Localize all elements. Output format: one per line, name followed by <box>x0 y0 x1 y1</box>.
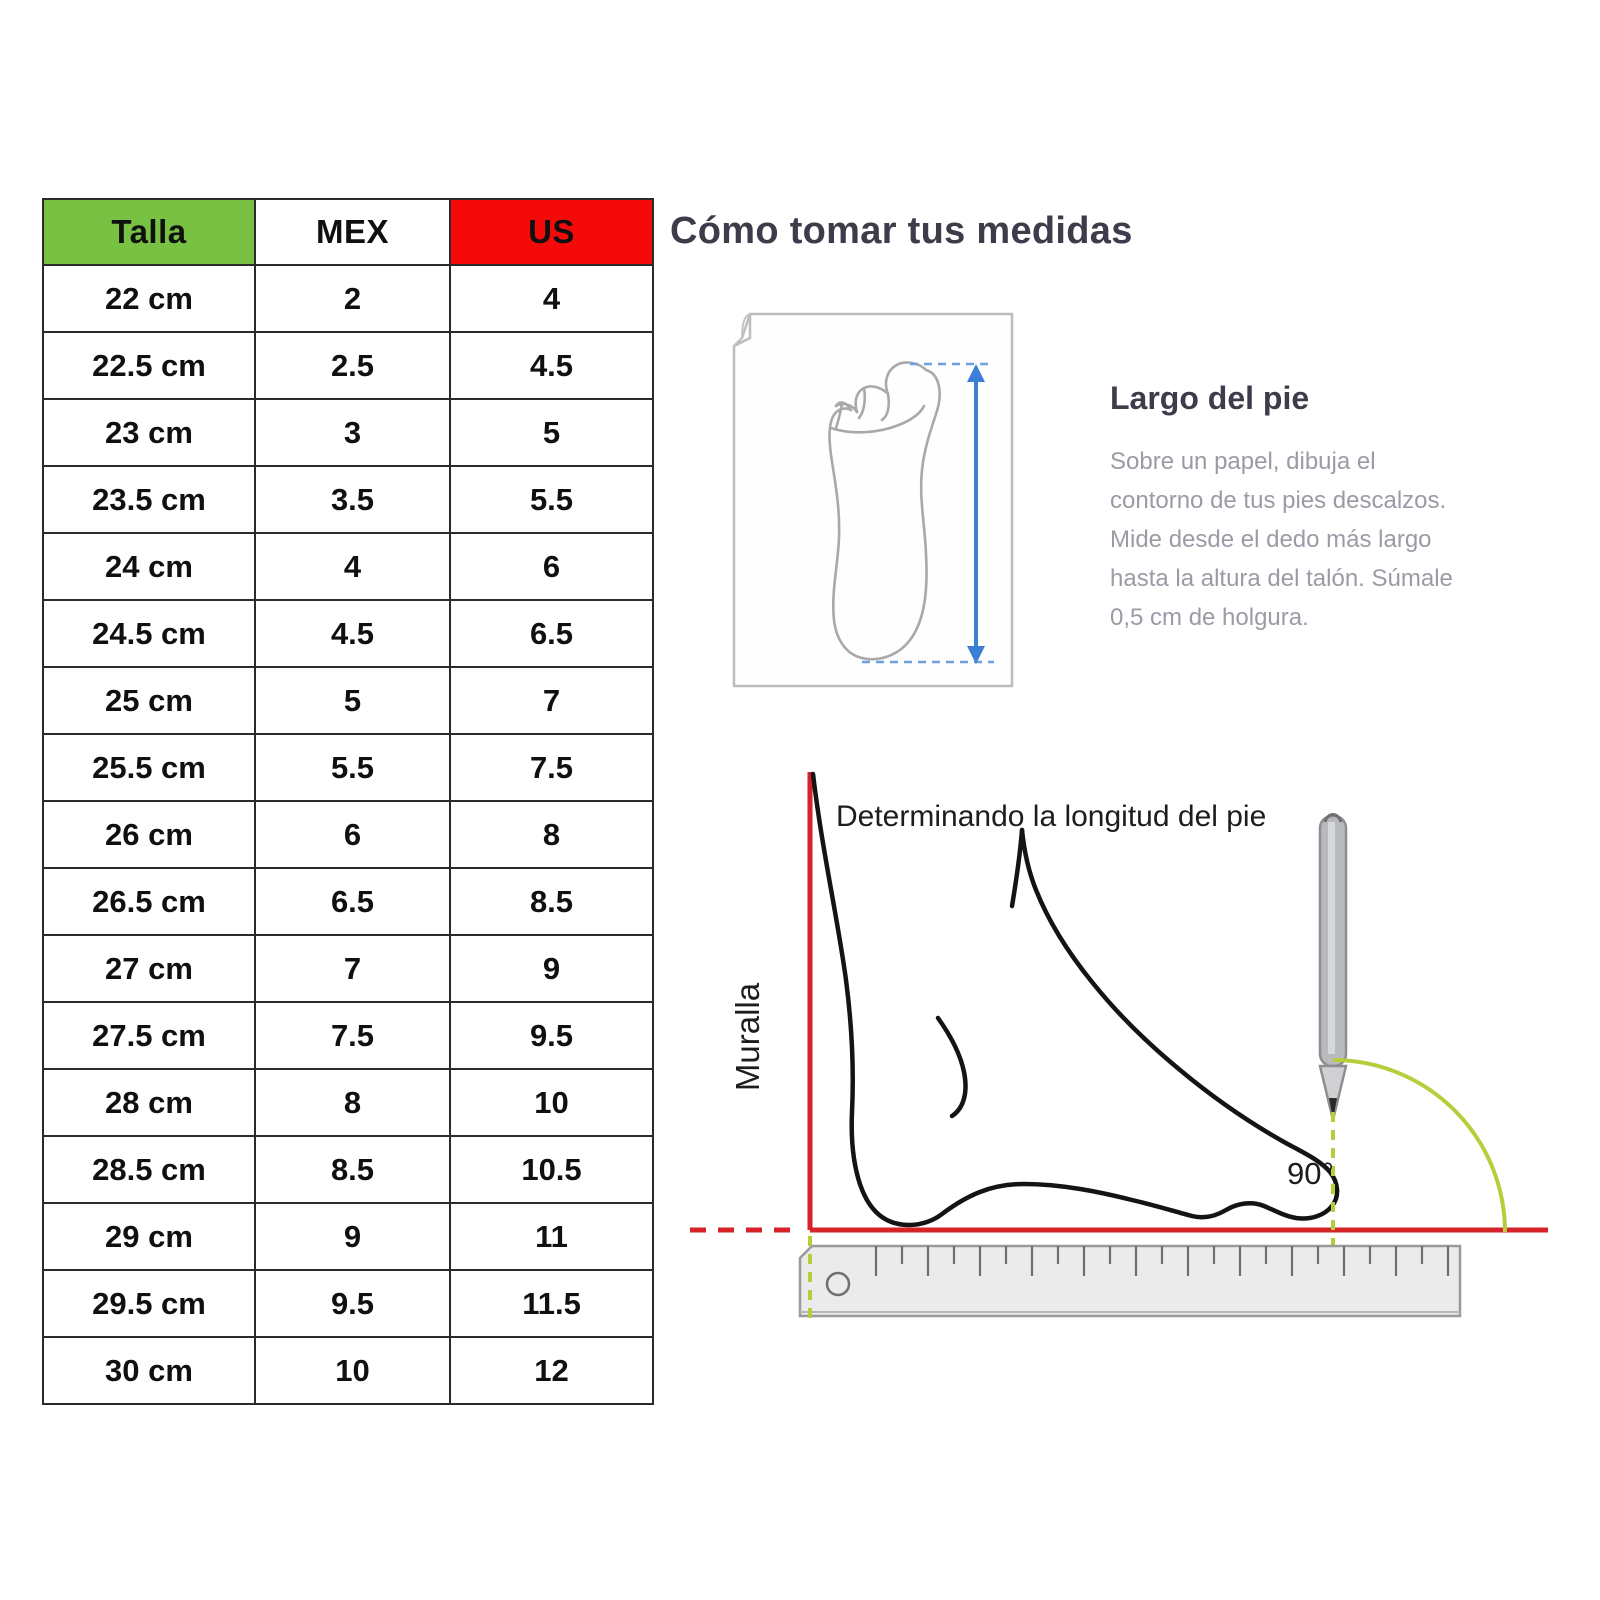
table-cell-talla: 29 cm <box>42 1202 256 1271</box>
table-row: 30 cm 10 12 <box>42 1336 654 1405</box>
table-cell-us: 8 <box>449 800 654 869</box>
paper-sheet-shape <box>732 312 1014 688</box>
table-cell-mex: 3 <box>254 398 451 467</box>
table-cell-talla: 24 cm <box>42 532 256 601</box>
table-row: 27 cm 7 9 <box>42 934 654 1003</box>
table-cell-us: 4 <box>449 264 654 333</box>
table-row: 29.5 cm 9.5 11.5 <box>42 1269 654 1338</box>
table-cell-us: 7 <box>449 666 654 735</box>
table-row: 23 cm 3 5 <box>42 398 654 467</box>
table-cell-talla: 23.5 cm <box>42 465 256 534</box>
table-cell-mex: 3.5 <box>254 465 451 534</box>
foot-length-text-block: Largo del pie Sobre un papel, dibuja el … <box>1110 380 1530 637</box>
table-cell-us: 10.5 <box>449 1135 654 1204</box>
table-row: 25 cm 5 7 <box>42 666 654 735</box>
size-conversion-table-container: Talla MEX US 22 cm 2 4 22.5 cm 2.5 4.5 23 cm 3 5… <box>42 198 654 1405</box>
column-header-talla: Talla <box>42 198 256 266</box>
table-cell-us: 8.5 <box>449 867 654 936</box>
table-cell-us: 6.5 <box>449 599 654 668</box>
table-cell-talla: 24.5 cm <box>42 599 256 668</box>
measurement-guide-panel: Cómo tomar tus medidas <box>660 190 1560 1390</box>
column-header-us: US <box>449 198 654 266</box>
table-cell-us: 11.5 <box>449 1269 654 1338</box>
table-cell-mex: 9.5 <box>254 1269 451 1338</box>
table-cell-us: 9.5 <box>449 1001 654 1070</box>
wall-label: Muralla <box>729 982 766 1092</box>
table-cell-mex: 7.5 <box>254 1001 451 1070</box>
foot-length-description: Sobre un papel, dibuja el contorno de tu… <box>1110 448 1453 631</box>
ruler-ticks <box>874 1246 1450 1276</box>
table-header-row: Talla MEX US <box>42 198 654 266</box>
paper-folded-corner <box>733 314 752 348</box>
table-cell-us: 6 <box>449 532 654 601</box>
table-body: 22 cm 2 4 22.5 cm 2.5 4.5 23 cm 3 5 23.5 cm 3.5 5.5… <box>42 264 654 1405</box>
foot-outline-on-paper-illustration <box>712 302 1022 702</box>
determining-length-label: Determinando la longitud del pie <box>836 800 1267 833</box>
table-cell-mex: 2 <box>254 264 451 333</box>
foot-side-profile-outline <box>810 771 1340 1228</box>
table-cell-us: 12 <box>449 1336 654 1405</box>
table-cell-talla: 27 cm <box>42 934 256 1003</box>
table-row: 22.5 cm 2.5 4.5 <box>42 331 654 400</box>
table-cell-mex: 4.5 <box>254 599 451 668</box>
table-cell-talla: 26 cm <box>42 800 256 869</box>
table-row: 22 cm 2 4 <box>42 264 654 333</box>
table-cell-mex: 9 <box>254 1202 451 1271</box>
table-cell-mex: 6.5 <box>254 867 451 936</box>
table-cell-talla: 28 cm <box>42 1068 256 1137</box>
side-view-svg <box>690 771 1548 1326</box>
length-measure-arrow <box>967 364 985 664</box>
table-cell-mex: 5.5 <box>254 733 451 802</box>
table-cell-mex: 4 <box>254 532 451 601</box>
table-cell-mex: 8 <box>254 1068 451 1137</box>
paper-foot-svg <box>732 312 1014 688</box>
table-cell-us: 7.5 <box>449 733 654 802</box>
table-cell-us: 4.5 <box>449 331 654 400</box>
table-row: 29 cm 9 11 <box>42 1202 654 1271</box>
table-cell-mex: 10 <box>254 1336 451 1405</box>
table-row: 26 cm 6 8 <box>42 800 654 869</box>
ruler-hole <box>825 1271 851 1297</box>
size-conversion-table: Talla MEX US 22 cm 2 4 22.5 cm 2.5 4.5 23 cm 3 5… <box>42 198 654 1405</box>
table-row: 24 cm 4 6 <box>42 532 654 601</box>
table-cell-talla: 25.5 cm <box>42 733 256 802</box>
table-row: 28 cm 8 10 <box>42 1068 654 1137</box>
table-cell-talla: 26.5 cm <box>42 867 256 936</box>
table-cell-us: 10 <box>449 1068 654 1137</box>
table-cell-mex: 2.5 <box>254 331 451 400</box>
table-cell-us: 5.5 <box>449 465 654 534</box>
paper-fold-crease <box>733 313 751 347</box>
table-row: 28.5 cm 8.5 10.5 <box>42 1135 654 1204</box>
table-cell-talla: 22.5 cm <box>42 331 256 400</box>
table-cell-us: 5 <box>449 398 654 467</box>
table-cell-mex: 6 <box>254 800 451 869</box>
pencil-icon <box>1318 813 1348 1121</box>
table-row: 24.5 cm 4.5 6.5 <box>42 599 654 668</box>
table-row: 25.5 cm 5.5 7.5 <box>42 733 654 802</box>
table-row: 23.5 cm 3.5 5.5 <box>42 465 654 534</box>
table-cell-mex: 5 <box>254 666 451 735</box>
table-row: 27.5 cm 7.5 9.5 <box>42 1001 654 1070</box>
table-cell-talla: 29.5 cm <box>42 1269 256 1338</box>
table-cell-talla: 30 cm <box>42 1336 256 1405</box>
table-row: 26.5 cm 6.5 8.5 <box>42 867 654 936</box>
table-cell-mex: 7 <box>254 934 451 1003</box>
table-cell-talla: 23 cm <box>42 398 256 467</box>
column-header-mex: MEX <box>254 198 451 266</box>
table-cell-talla: 25 cm <box>42 666 256 735</box>
ruler-icon <box>798 1244 1462 1318</box>
right-angle-label: 90° <box>1287 1156 1334 1191</box>
table-cell-talla: 28.5 cm <box>42 1135 256 1204</box>
table-cell-talla: 22 cm <box>42 264 256 333</box>
foot-length-heading: Largo del pie <box>1110 380 1310 416</box>
right-angle-arc <box>1332 1058 1507 1233</box>
table-cell-mex: 8.5 <box>254 1135 451 1204</box>
table-cell-us: 11 <box>449 1202 654 1271</box>
guide-title: Cómo tomar tus medidas <box>670 210 1133 252</box>
table-cell-talla: 27.5 cm <box>42 1001 256 1070</box>
side-view-measuring-diagram: Muralla Determinando la longitud del pie… <box>680 760 1560 1340</box>
table-cell-us: 9 <box>449 934 654 1003</box>
